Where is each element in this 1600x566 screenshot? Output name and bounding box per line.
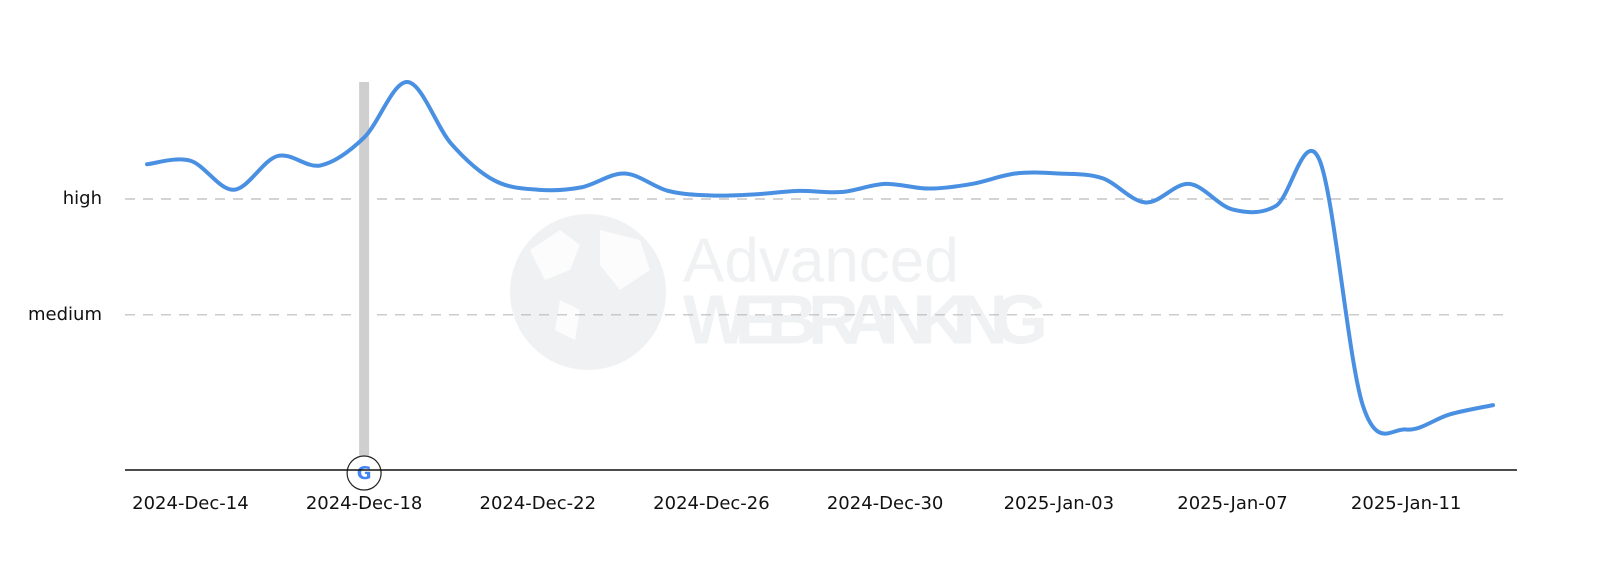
x-tick-label: 2024-Dec-18 — [306, 493, 423, 514]
x-tick-label: 2025-Jan-11 — [1351, 493, 1461, 514]
watermark-text: WEB RANKING — [683, 280, 1048, 358]
watermark: Advanced WEB RANKING — [510, 214, 1048, 370]
x-tick-label: 2024-Dec-22 — [480, 493, 597, 514]
watermark-text: Advanced — [683, 226, 959, 295]
x-tick-label: 2025-Jan-07 — [1177, 493, 1287, 514]
x-tick-label: 2025-Jan-03 — [1004, 493, 1114, 514]
update-icon-g: G — [357, 463, 372, 484]
y-tick-label: medium — [28, 304, 102, 325]
x-tick-label: 2024-Dec-30 — [827, 493, 944, 514]
line-series — [145, 80, 1495, 436]
x-tick-label: 2024-Dec-26 — [653, 493, 770, 514]
watermark-globe — [510, 214, 666, 370]
update-marker — [359, 82, 370, 470]
x-tick-label: 2024-Dec-14 — [132, 493, 249, 514]
update-icon — [346, 455, 382, 491]
y-tick-label: high — [63, 188, 102, 209]
